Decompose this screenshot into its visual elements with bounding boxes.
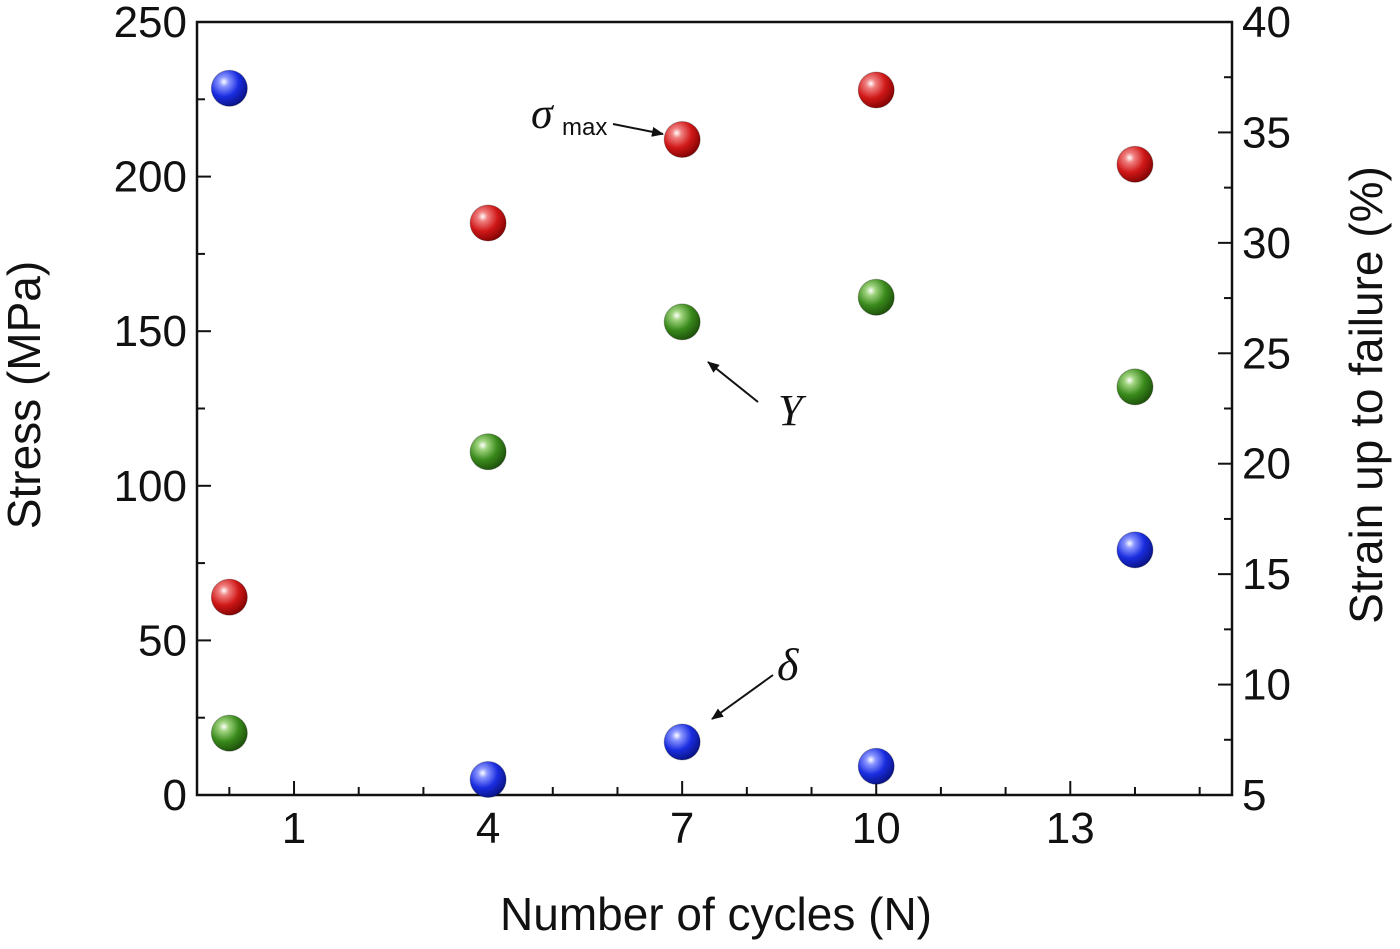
x-tick-label: 4 [476,804,500,853]
x-axis-title: Number of cycles (N) [500,888,932,940]
left-tick-label: 250 [114,0,187,47]
left-y-axis-title: Stress (MPa) [0,261,50,529]
x-tick-label: 1 [282,804,306,853]
data-point [210,578,248,616]
x-tick-label: 13 [1046,804,1095,853]
data-point [857,747,895,785]
delta-arrow [711,674,774,720]
sigma-symbol: σ [531,89,555,138]
sigma-arrow [612,123,664,137]
x-tick-label: 7 [670,804,694,853]
data-point [210,714,248,752]
right-tick-label: 5 [1242,771,1266,820]
data-point [469,433,507,471]
data-point [1116,145,1154,183]
right-tick-label: 20 [1242,440,1291,489]
data-point [663,723,701,761]
data-point [1116,531,1154,569]
right-tick-label: 10 [1242,661,1291,710]
right-tick-label: 30 [1242,219,1291,268]
data-point [857,71,895,109]
x-axis: 1 4 7 10 13 [228,781,1201,853]
right-y-axis: 5 10 15 20 25 30 35 40 [1218,0,1291,820]
data-points [210,69,1154,799]
sigma-subscript: max [562,114,607,141]
data-point [469,204,507,242]
left-tick-label: 50 [138,616,187,665]
plot-frame [195,20,1234,797]
data-point [210,69,248,107]
left-tick-label: 0 [163,771,187,820]
left-tick-label: 150 [114,307,187,356]
yield-symbol: Y [778,386,807,435]
delta-symbol: δ [777,639,799,690]
right-y-axis-title: Strain up to failure (%) [1340,166,1392,624]
annotation-sigma-max: σ max [531,89,664,141]
data-point [1116,368,1154,406]
x-tick-label: 10 [852,804,901,853]
right-tick-label: 35 [1242,108,1291,157]
left-y-axis: 0 50 100 150 200 250 [114,0,211,820]
annotation-delta: δ [711,639,799,720]
data-point [857,278,895,316]
left-tick-label: 200 [114,153,187,202]
left-tick-label: 100 [114,462,187,511]
data-point [663,120,701,158]
right-tick-label: 25 [1242,329,1291,378]
right-tick-label: 40 [1242,0,1291,47]
yield-arrow [707,361,759,403]
data-point [663,303,701,341]
svg-text:σ: σ [531,89,555,138]
annotation-yield: Y [707,361,807,435]
data-point [469,761,507,799]
right-tick-label: 15 [1242,550,1291,599]
